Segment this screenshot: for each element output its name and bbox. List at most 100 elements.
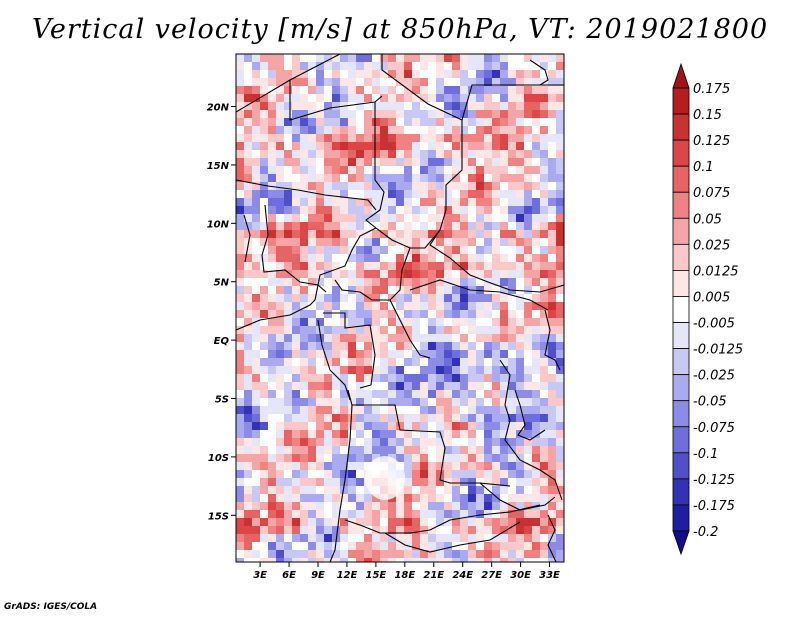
field-cell — [348, 302, 357, 311]
field-cell — [500, 550, 509, 559]
field-cell — [404, 238, 413, 247]
colorbar-level-label: 0.0125 — [693, 264, 739, 279]
field-cell — [244, 454, 253, 463]
field-cell — [420, 510, 429, 519]
field-cell — [484, 558, 493, 562]
field-cell — [556, 262, 564, 271]
field-cell — [252, 214, 261, 223]
field-cell — [404, 102, 413, 111]
field-cell — [380, 374, 389, 383]
field-cell — [308, 414, 317, 423]
field-cell — [420, 350, 429, 359]
field-cell — [468, 558, 477, 562]
field-cell — [236, 230, 245, 239]
field-cell — [428, 86, 437, 95]
field-cell — [284, 302, 293, 311]
field-cell — [444, 134, 453, 143]
field-cell — [316, 54, 325, 63]
field-cell — [356, 478, 365, 487]
field-cell — [388, 126, 397, 135]
field-cell — [516, 230, 525, 239]
field-cell — [308, 238, 317, 247]
field-cell — [444, 510, 453, 519]
field-cell — [236, 502, 245, 511]
field-cell — [460, 190, 469, 199]
field-cell — [348, 438, 357, 447]
field-cell — [436, 446, 445, 455]
field-cell — [556, 118, 564, 127]
field-cell — [412, 214, 421, 223]
field-cell — [516, 502, 525, 511]
field-cell — [476, 342, 485, 351]
field-cell — [372, 262, 381, 271]
field-cell — [348, 502, 357, 511]
field-cell — [356, 198, 365, 207]
field-cell — [452, 558, 461, 562]
field-cell — [452, 158, 461, 167]
field-cell — [244, 126, 253, 135]
field-cell — [348, 494, 357, 503]
field-cell — [404, 198, 413, 207]
field-cell — [284, 446, 293, 455]
field-cell — [452, 166, 461, 175]
field-cell — [348, 62, 357, 71]
field-cell — [484, 262, 493, 271]
field-cell — [324, 350, 333, 359]
field-cell — [540, 206, 549, 215]
field-cell — [484, 126, 493, 135]
field-cell — [396, 238, 405, 247]
field-cell — [316, 374, 325, 383]
field-cell — [252, 326, 261, 335]
field-cell — [236, 558, 245, 562]
field-cell — [556, 310, 564, 319]
field-cell — [236, 422, 245, 431]
field-cell — [428, 342, 437, 351]
field-cell — [324, 422, 333, 431]
field-cell — [356, 518, 365, 527]
field-cell — [484, 502, 493, 511]
field-cell — [308, 198, 317, 207]
field-cell — [284, 510, 293, 519]
field-cell — [540, 366, 549, 375]
field-cell — [388, 182, 397, 191]
field-cell — [500, 390, 509, 399]
field-cell — [444, 494, 453, 503]
field-cell — [308, 134, 317, 143]
field-cell — [244, 102, 253, 111]
field-cell — [348, 78, 357, 87]
field-cell — [452, 518, 461, 527]
field-cell — [324, 150, 333, 159]
field-cell — [316, 254, 325, 263]
field-cell — [276, 358, 285, 367]
field-cell — [348, 70, 357, 79]
field-cell — [308, 70, 317, 79]
field-cell — [532, 534, 541, 543]
field-cell — [460, 174, 469, 183]
field-cell — [468, 262, 477, 271]
field-cell — [444, 286, 453, 295]
field-cell — [268, 486, 277, 495]
field-cell — [244, 350, 253, 359]
colorbar-level-label: -0.005 — [693, 317, 735, 332]
field-cell — [396, 414, 405, 423]
field-cell — [284, 254, 293, 263]
field-cell — [252, 430, 261, 439]
field-cell — [524, 254, 533, 263]
field-cell — [556, 62, 564, 71]
field-cell — [540, 238, 549, 247]
field-cell — [236, 326, 245, 335]
field-cell — [412, 206, 421, 215]
field-cell — [340, 230, 349, 239]
field-cell — [548, 462, 557, 471]
field-cell — [420, 158, 429, 167]
field-cell — [460, 318, 469, 327]
field-cell — [500, 286, 509, 295]
field-cell — [444, 54, 453, 63]
colorbar-segment — [672, 348, 690, 376]
field-cell — [404, 262, 413, 271]
field-cell — [292, 366, 301, 375]
colorbar-level-label: -0.075 — [693, 421, 735, 436]
field-cell — [236, 134, 245, 143]
field-cell — [388, 326, 397, 335]
field-cell — [236, 62, 245, 71]
